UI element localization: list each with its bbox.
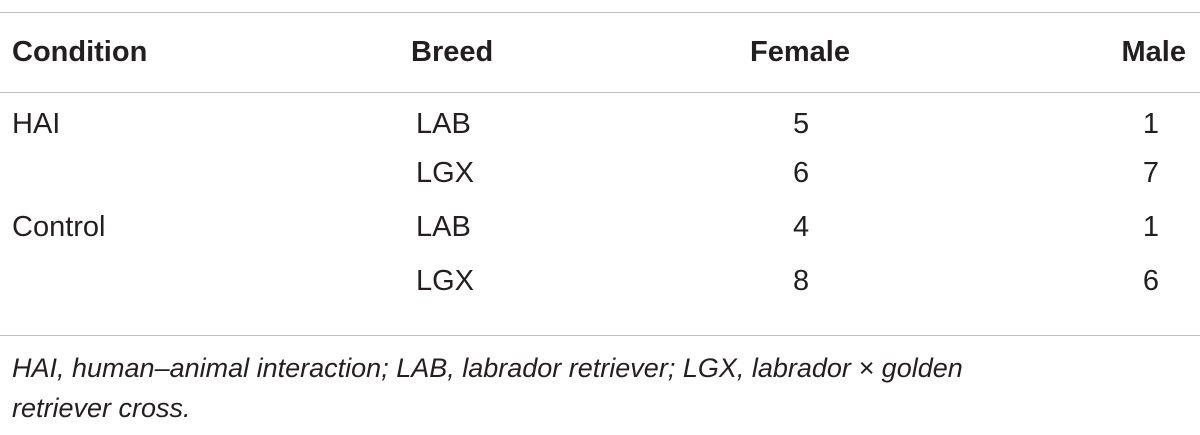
- bottom-rule: [0, 335, 1200, 336]
- cell-female: 6: [793, 156, 810, 189]
- cell-condition: [0, 146, 290, 200]
- cell-condition: HAI: [12, 108, 61, 140]
- cell-male: 1: [1142, 210, 1159, 243]
- cell-breed: LGX: [416, 264, 475, 297]
- header-female: Female: [750, 36, 850, 68]
- table-row: Control LAB 4 1: [0, 200, 1200, 254]
- cell-breed: LAB: [416, 210, 471, 243]
- cell-condition: Control: [12, 210, 106, 243]
- cell-male: 7: [1142, 156, 1159, 189]
- cell-female: 5: [793, 108, 810, 140]
- cell-breed: LAB: [416, 108, 471, 140]
- cell-female: 4: [793, 210, 810, 243]
- cell-female: 8: [793, 264, 810, 297]
- footnote-line-2: retriever cross.: [12, 393, 191, 423]
- cell-male: 6: [1142, 264, 1159, 297]
- footnote-line-1: HAI, human–animal interaction; LAB, labr…: [12, 353, 963, 383]
- table-row: HAI LAB 5 1: [0, 92, 1200, 146]
- cell-breed: LGX: [416, 156, 475, 189]
- cell-male: 1: [1142, 108, 1159, 140]
- header-rule: [0, 92, 1200, 93]
- top-rule: [0, 12, 1200, 13]
- header-male: Male: [1121, 36, 1186, 68]
- table-row: LGX 8 6: [0, 254, 1200, 308]
- header-row: Condition Breed Female Male: [0, 13, 1200, 92]
- header-condition: Condition: [12, 36, 148, 68]
- table-row: LGX 6 7: [0, 146, 1200, 200]
- header-breed: Breed: [411, 36, 494, 68]
- table-footnote: HAI, human–animal interaction; LAB, labr…: [12, 348, 1158, 428]
- cell-condition: [0, 254, 290, 308]
- data-table: Condition Breed Female Male HAI LAB 5 1 …: [0, 13, 1200, 308]
